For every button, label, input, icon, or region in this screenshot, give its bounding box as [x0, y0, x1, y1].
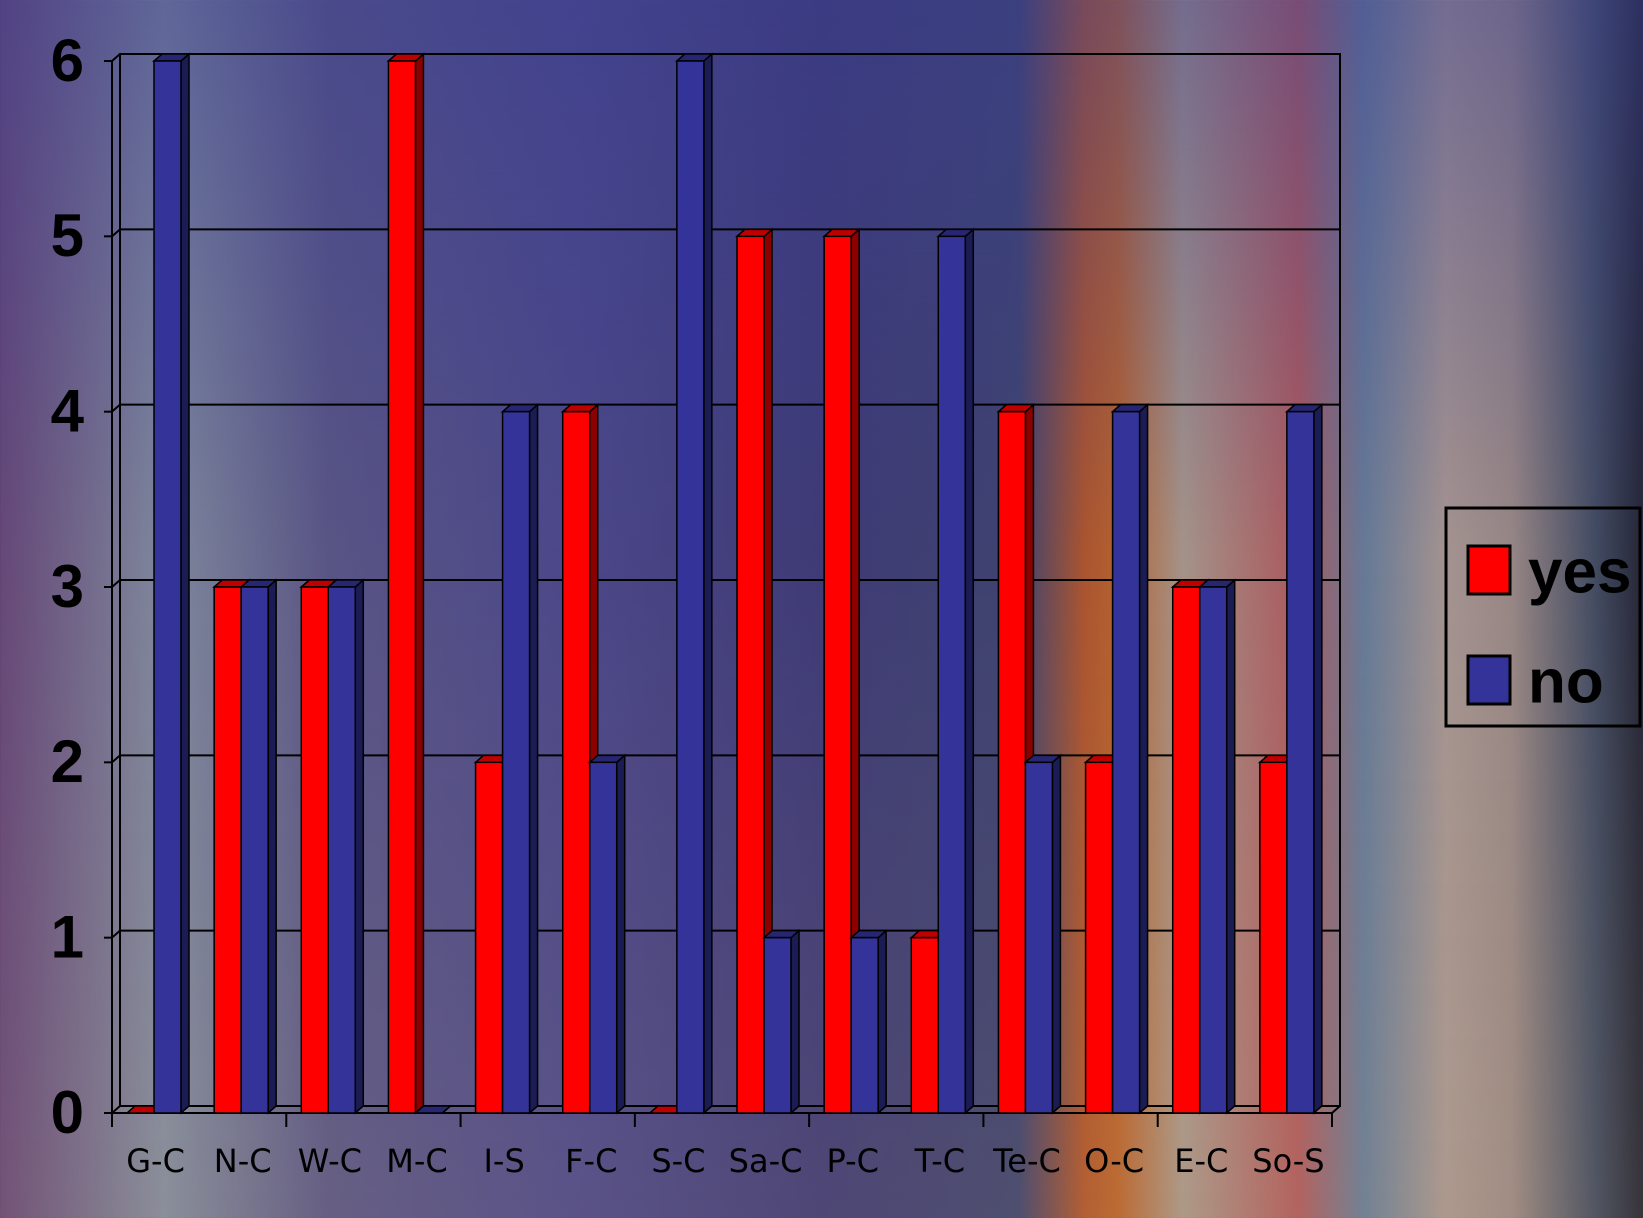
y-tick-label: 3	[51, 553, 84, 620]
legend-box	[1444, 506, 1642, 728]
bar	[850, 936, 879, 1114]
bar-side	[790, 929, 800, 1115]
grid-line	[111, 929, 1340, 939]
bar-side	[354, 578, 365, 1115]
grid-line	[111, 754, 1340, 764]
bar	[1084, 761, 1114, 1114]
x-tick-label: Sa-C	[729, 1142, 803, 1180]
bar-side	[1313, 403, 1323, 1115]
grid-line	[111, 228, 1340, 238]
x-tick-label: So-S	[1252, 1142, 1324, 1180]
legend-swatch	[1466, 654, 1512, 706]
bar-side	[615, 753, 626, 1115]
bar-top	[413, 1105, 453, 1114]
legend-swatch	[1466, 544, 1512, 596]
bar	[561, 410, 591, 1114]
x-tick-label: P-C	[826, 1142, 878, 1180]
grid-line	[111, 1105, 1340, 1114]
bar	[736, 235, 765, 1114]
bar	[1259, 761, 1288, 1114]
x-tick-label: Te-C	[992, 1142, 1061, 1180]
y-tick-label: 1	[51, 904, 84, 971]
bar	[300, 586, 330, 1114]
bar	[937, 235, 967, 1114]
legend-label: yes	[1528, 537, 1631, 606]
bar	[501, 410, 531, 1114]
y-tick-label: 0	[51, 1079, 84, 1146]
bar	[474, 761, 504, 1114]
grid-line	[111, 579, 1340, 588]
bar-side	[877, 929, 887, 1115]
bar	[676, 60, 705, 1114]
bar	[240, 586, 269, 1114]
bar-side	[414, 52, 425, 1115]
bar-side	[1225, 578, 1236, 1115]
bar	[1111, 410, 1141, 1114]
bar	[1198, 586, 1228, 1114]
bar-side	[528, 403, 539, 1115]
grid-line	[111, 53, 1340, 62]
bar	[997, 410, 1027, 1114]
bar	[1024, 761, 1054, 1114]
grid-line	[111, 403, 1340, 413]
x-tick-label: T-C	[914, 1142, 966, 1180]
bar-side	[180, 52, 190, 1115]
legend-label: no	[1528, 647, 1604, 716]
x-tick-label: M-C	[386, 1142, 448, 1180]
bar-side	[267, 578, 277, 1115]
x-tick-label: G-C	[126, 1142, 185, 1180]
bar	[588, 761, 618, 1114]
y-tick-label: 5	[51, 202, 84, 269]
x-tick-label: O-C	[1084, 1142, 1144, 1180]
y-tick-label: 6	[51, 27, 84, 94]
bar	[763, 936, 792, 1114]
bar	[387, 60, 417, 1114]
floor-edge	[1331, 1105, 1341, 1114]
x-tick-label: I-S	[483, 1142, 524, 1180]
x-tick-label: E-C	[1174, 1142, 1228, 1180]
bar-side	[1051, 753, 1062, 1115]
bar-side	[964, 227, 975, 1115]
bar	[153, 60, 182, 1114]
bar	[823, 235, 852, 1114]
x-tick-label: F-C	[565, 1142, 617, 1180]
bar	[1171, 586, 1201, 1114]
bar	[327, 586, 357, 1114]
y-tick-label: 4	[51, 378, 85, 445]
bar	[213, 586, 242, 1114]
bar	[1286, 410, 1315, 1114]
x-tick-label: N-C	[214, 1142, 272, 1180]
bar-side	[703, 52, 713, 1115]
x-tick-label: S-C	[651, 1142, 705, 1180]
x-tick-label: W-C	[298, 1142, 362, 1180]
y-tick-label: 2	[51, 728, 84, 795]
bar-side	[1138, 403, 1149, 1115]
bar	[910, 936, 940, 1114]
